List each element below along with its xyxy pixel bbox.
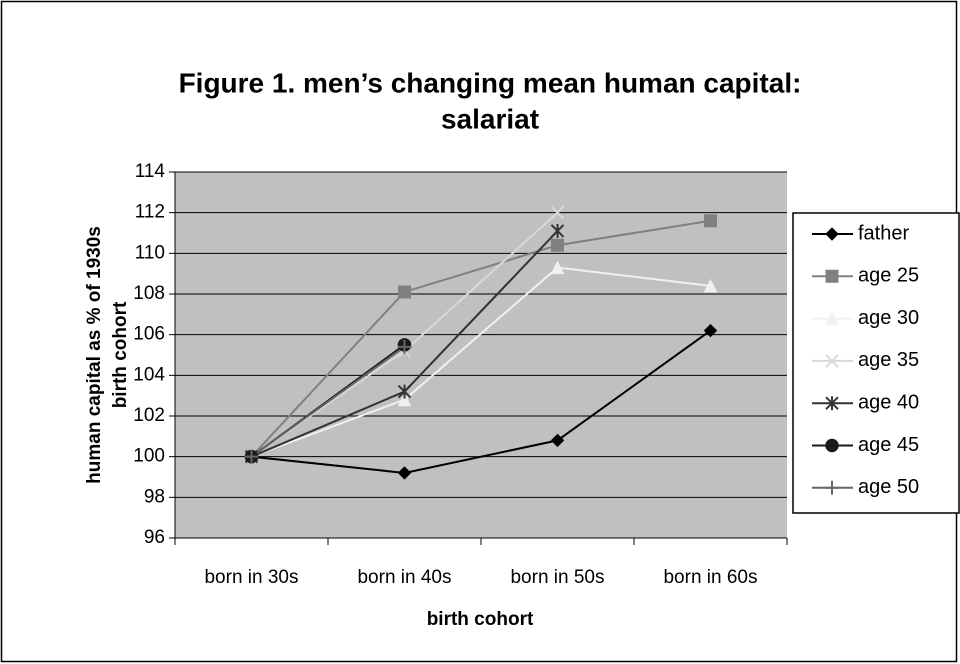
marker xyxy=(550,205,565,220)
legend-label: age 50 xyxy=(858,476,919,498)
chart-title: salariat xyxy=(441,103,539,134)
series-line xyxy=(251,266,711,458)
marker xyxy=(703,323,718,338)
marker xyxy=(397,466,412,480)
marker xyxy=(825,438,839,453)
x-tick-label: born in 60s xyxy=(663,567,757,588)
legend-label: age 40 xyxy=(858,391,919,413)
marker xyxy=(398,285,411,299)
legend-label: father xyxy=(858,222,909,244)
series-line xyxy=(251,329,712,474)
legend-label: age 25 xyxy=(858,265,919,287)
marker xyxy=(825,311,839,326)
marker xyxy=(825,396,839,411)
marker xyxy=(704,214,717,228)
legend-label: age 45 xyxy=(858,434,919,456)
y-axis-title: birth cohort xyxy=(110,301,131,408)
marker xyxy=(703,278,718,293)
marker xyxy=(550,433,565,448)
marker xyxy=(550,223,565,238)
y-tick-label: 108 xyxy=(133,283,165,304)
y-tick-label: 114 xyxy=(135,161,166,182)
series-line xyxy=(250,219,711,458)
series-line xyxy=(250,346,406,458)
marker xyxy=(825,354,839,368)
x-tick-label: born in 40s xyxy=(357,567,451,588)
marker xyxy=(825,227,839,241)
x-axis-title: birth cohort xyxy=(427,609,534,630)
y-tick-label: 110 xyxy=(135,242,165,263)
chart-title: Figure 1. men’s changing mean human capi… xyxy=(179,67,802,98)
y-tick-label: 112 xyxy=(135,202,165,223)
x-tick-label: born in 50s xyxy=(510,567,604,588)
legend-label: age 35 xyxy=(858,349,919,371)
marker xyxy=(551,238,564,252)
marker xyxy=(825,480,839,495)
y-tick-label: 100 xyxy=(133,446,165,467)
y-tick-label: 102 xyxy=(133,405,165,426)
marker xyxy=(825,269,839,283)
x-tick-label: born in 30s xyxy=(204,567,298,588)
y-tick-label: 106 xyxy=(133,324,165,345)
y-tick-label: 96 xyxy=(144,527,165,548)
marker xyxy=(550,260,565,275)
y-tick-label: 98 xyxy=(144,486,165,507)
marker xyxy=(397,384,412,399)
legend-box xyxy=(792,212,960,514)
plot-area xyxy=(175,172,787,538)
legend-label: age 30 xyxy=(858,307,919,329)
y-tick-label: 104 xyxy=(133,364,165,385)
marker xyxy=(244,449,259,464)
y-axis-title: human capital as % of 1930s xyxy=(84,226,105,484)
marker xyxy=(397,392,412,407)
marker xyxy=(397,339,412,354)
